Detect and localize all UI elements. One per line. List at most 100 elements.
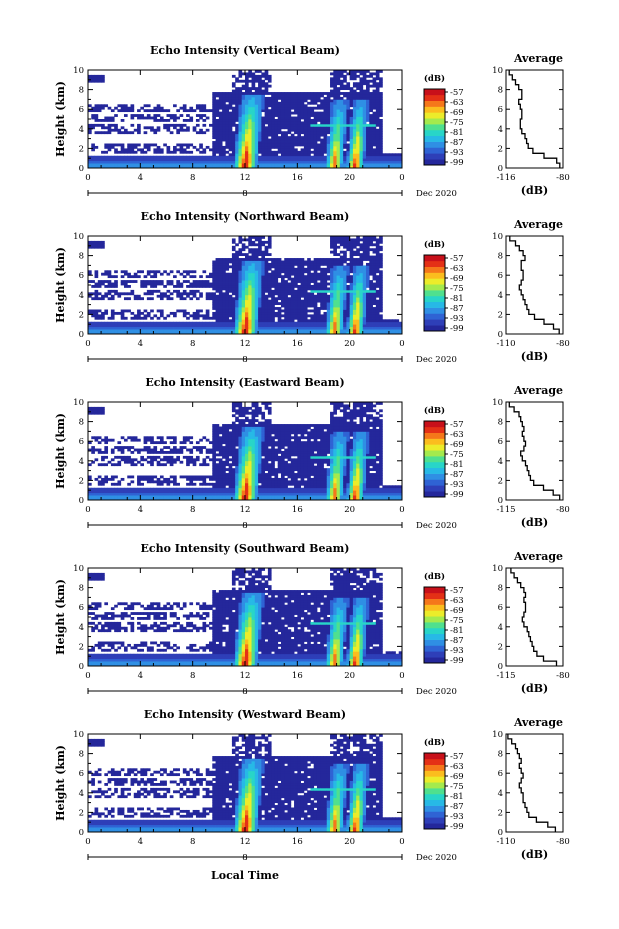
heatmap-cell xyxy=(238,158,243,162)
heatmap-cell xyxy=(156,289,161,293)
heatmap-cell xyxy=(166,280,171,283)
heatmap-cell xyxy=(251,243,256,247)
heatmap-cell xyxy=(97,74,102,78)
heatmap-cell xyxy=(366,82,370,86)
heatmap-cell xyxy=(238,324,243,328)
heatmap-cell xyxy=(375,72,380,76)
heatmap-cell xyxy=(271,94,275,98)
heatmap-cell xyxy=(336,275,341,279)
heatmap-cell xyxy=(228,163,233,166)
heatmap-cell xyxy=(287,116,292,120)
heatmap-cell xyxy=(215,136,220,139)
heatmap-cell xyxy=(346,258,351,261)
heatmap-cell xyxy=(297,109,301,113)
heatmap-cell xyxy=(333,116,337,120)
heatmap-cell xyxy=(294,277,298,281)
heatmap-cell xyxy=(117,482,122,486)
heatmap-cell xyxy=(241,160,246,164)
heatmap-cell xyxy=(248,74,252,78)
heatmap-cell xyxy=(159,314,164,318)
heatmap-cell xyxy=(88,158,92,162)
heatmap-cell xyxy=(310,109,315,113)
heatmap-cell xyxy=(330,289,334,293)
heatmap-cell xyxy=(271,311,275,315)
heatmap-cell xyxy=(310,267,315,271)
heatmap-cell xyxy=(130,106,135,110)
heatmap-cell xyxy=(107,321,112,325)
heatmap-cell xyxy=(235,302,239,305)
heatmap-cell xyxy=(228,128,233,132)
heatmap-cell xyxy=(173,321,177,325)
heatmap-cell xyxy=(91,297,95,301)
heatmap-cell xyxy=(274,280,279,283)
heatmap-cell xyxy=(307,309,311,313)
heatmap-cell xyxy=(199,326,203,330)
heatmap-cell xyxy=(316,99,321,103)
heatmap-cell xyxy=(215,150,220,154)
heatmap-cell xyxy=(173,148,177,152)
heatmap-cell xyxy=(379,324,383,328)
heatmap-cell xyxy=(186,165,190,169)
heatmap-cell xyxy=(261,165,266,169)
heatmap-cell xyxy=(320,116,324,120)
heatmap-cell xyxy=(245,109,249,113)
heatmap-cell xyxy=(199,282,203,286)
heatmap-cell xyxy=(133,280,138,283)
heatmap-cell xyxy=(163,294,167,298)
heatmap-cell xyxy=(313,148,318,152)
heatmap-cell xyxy=(173,311,177,315)
heatmap-cell xyxy=(297,94,301,98)
heatmap-cell xyxy=(271,153,275,157)
heatmap-cell xyxy=(379,260,383,264)
heatmap-cell xyxy=(264,260,269,264)
heatmap-cell xyxy=(156,282,161,286)
heatmap-cell xyxy=(228,94,233,98)
heatmap-cell xyxy=(91,160,95,164)
heatmap-cell xyxy=(313,99,318,103)
heatmap-cell xyxy=(274,106,279,110)
heatmap-cell xyxy=(205,316,210,320)
heatmap-cell xyxy=(169,292,174,296)
heatmap-cell xyxy=(261,287,266,291)
heatmap-cell xyxy=(307,302,311,305)
heatmap-cell xyxy=(222,304,226,308)
heatmap-cell xyxy=(248,133,252,137)
heatmap-cell xyxy=(375,275,380,279)
heatmap-cell xyxy=(362,297,367,301)
heatmap-cell xyxy=(395,158,400,162)
heatmap-cell xyxy=(228,289,233,293)
heatmap-cell xyxy=(274,145,279,149)
heatmap-cell xyxy=(372,104,377,108)
heatmap-cell xyxy=(356,309,360,313)
heatmap-cell xyxy=(251,133,256,137)
heatmap-cell xyxy=(362,294,367,298)
heatmap-cell xyxy=(173,126,177,130)
heatmap-cell xyxy=(356,270,360,274)
heatmap-cell xyxy=(140,463,144,467)
heatmap-cell xyxy=(169,114,174,117)
heatmap-cell xyxy=(284,270,288,274)
heatmap-cell xyxy=(336,265,341,269)
heatmap-cell xyxy=(271,158,275,162)
heatmap-cell xyxy=(231,84,236,88)
heatmap-cell xyxy=(241,302,246,305)
heatmap-cell xyxy=(143,275,148,279)
heatmap-cell xyxy=(336,311,341,315)
heatmap-cell xyxy=(274,96,279,100)
heatmap-cell xyxy=(352,104,357,108)
heatmap-cell xyxy=(123,460,128,464)
heatmap-cell xyxy=(333,121,337,125)
heatmap-cell xyxy=(156,104,161,108)
heatmap-cell xyxy=(133,448,138,452)
heatmap-cell xyxy=(375,87,380,90)
heatmap-cell xyxy=(300,131,305,135)
heatmap-cell xyxy=(248,262,252,266)
heatmap-cell xyxy=(313,114,318,117)
heatmap-cell xyxy=(356,150,360,154)
heatmap-cell xyxy=(173,289,177,293)
heatmap-cell xyxy=(343,138,347,142)
heatmap-cell xyxy=(356,99,360,103)
heatmap-cell xyxy=(313,282,318,286)
heatmap-cell xyxy=(284,321,288,325)
heatmap-cell xyxy=(349,297,354,301)
